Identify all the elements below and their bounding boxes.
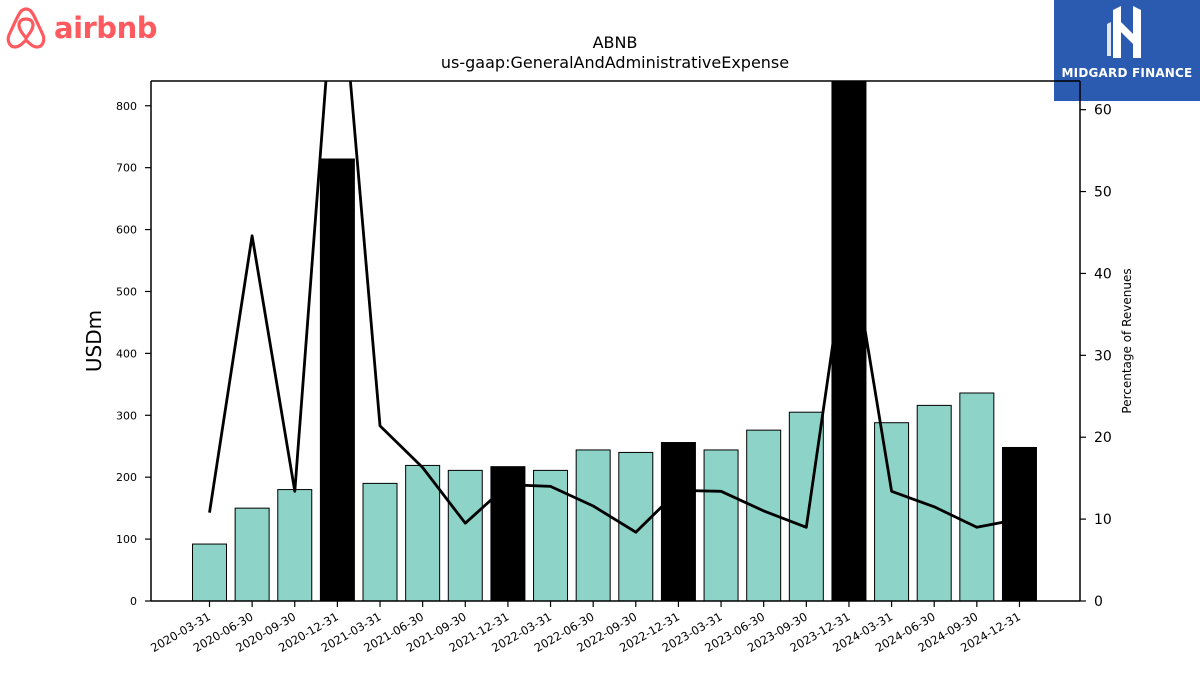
- y-tick-label: 300: [116, 409, 137, 422]
- bar-2021-09-30: [447, 469, 483, 601]
- midgard-monogram-icon: [1107, 6, 1141, 58]
- bar-2023-03-31: [703, 449, 739, 601]
- y-axis-label: USDm: [82, 310, 106, 372]
- y-tick-label: 700: [116, 162, 137, 175]
- y2-tick-label: 20: [1094, 430, 1112, 446]
- airbnb-belo-icon: [6, 7, 46, 49]
- y-tick-label: 0: [130, 595, 137, 608]
- bar-2024-09-30: [959, 392, 995, 601]
- midgard-wordmark: MIDGARD FINANCE: [1061, 66, 1193, 80]
- y2-axis-label: Percentage of Revenues: [1120, 268, 1134, 413]
- chart-title: ABNB: [593, 33, 638, 52]
- bar-2020-06-30: [234, 507, 270, 601]
- y2-tick-label: 0: [1094, 594, 1103, 610]
- bar-2020-03-31: [192, 543, 227, 601]
- bar-2024-03-31: [874, 422, 910, 601]
- y2-tick-label: 40: [1094, 266, 1112, 282]
- bar-2022-06-30: [575, 449, 611, 601]
- bar-2021-03-31: [362, 482, 398, 601]
- midgard-finance-logo: MIDGARD FINANCE: [1054, 0, 1200, 101]
- bar-2021-06-30: [405, 464, 441, 601]
- y2-tick-label: 60: [1094, 103, 1112, 119]
- bar-2021-12-31: [490, 466, 526, 601]
- y-tick-label: 100: [116, 533, 137, 546]
- y-tick-label: 400: [116, 347, 137, 360]
- y2-tick-label: 30: [1094, 348, 1112, 364]
- y2-tick-label: 10: [1094, 512, 1112, 528]
- chart-subtitle: us-gaap:GeneralAndAdministrativeExpense: [441, 53, 789, 72]
- y-tick-label: 500: [116, 285, 137, 298]
- percent-line: [208, 81, 1020, 534]
- y-tick-label: 600: [116, 224, 137, 237]
- bar-2020-12-31: [319, 158, 355, 601]
- bar-2022-12-31: [660, 442, 696, 601]
- y2-tick-label: 50: [1094, 185, 1112, 201]
- bar-2023-12-31: [831, 81, 867, 601]
- y-tick-label: 800: [116, 100, 137, 113]
- bar-2020-09-30: [277, 489, 313, 601]
- bar-2022-09-30: [618, 451, 654, 601]
- airbnb-logo: airbnb: [4, 4, 157, 52]
- airbnb-wordmark: airbnb: [54, 11, 157, 45]
- bar-2022-03-31: [533, 469, 569, 601]
- y-tick-label: 200: [116, 471, 137, 484]
- bar-2024-12-31: [1001, 446, 1037, 601]
